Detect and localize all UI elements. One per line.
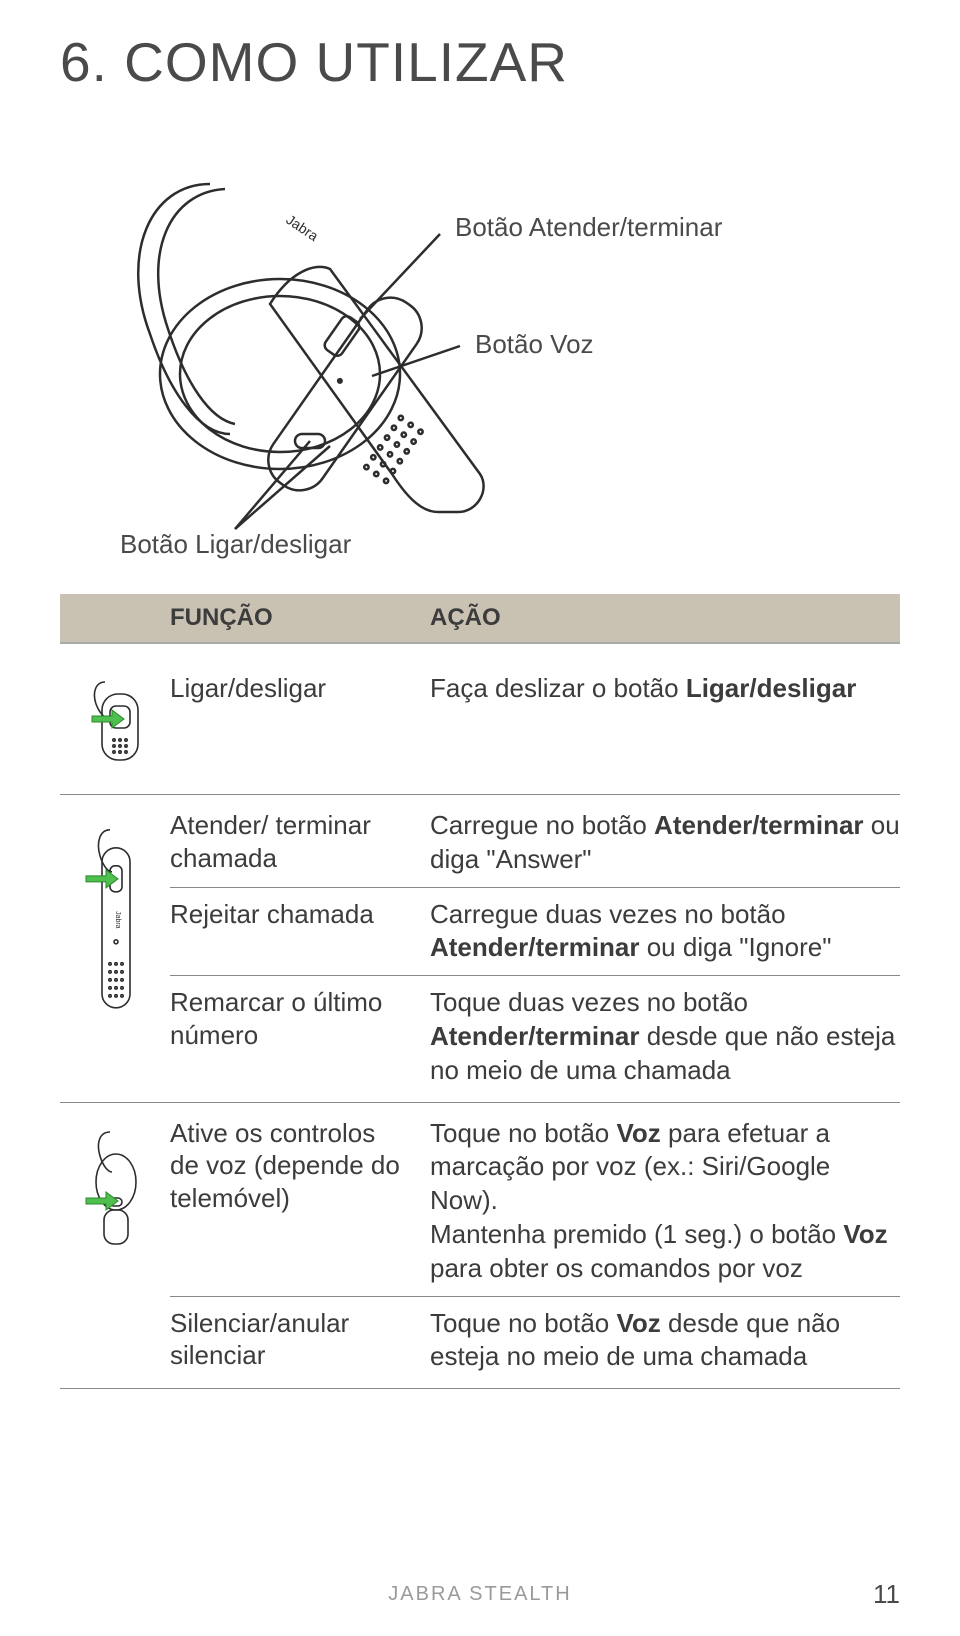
table-row: Ligar/desligar Faça deslizar o botão Lig… (60, 644, 900, 795)
table-subrow: Ative os controlos de voz (depende do te… (170, 1117, 900, 1297)
table-subrow: Remarcar o último número Toque duas veze… (170, 976, 900, 1087)
header-action: AÇÃO (430, 594, 900, 642)
svg-text:Jabra: Jabra (283, 211, 321, 244)
table-header: FUNÇÃO AÇÃO (60, 594, 900, 644)
callout-answer-end: Botão Atender/terminar (455, 212, 722, 243)
table-subrow: Rejeitar chamada Carregue duas vezes no … (170, 888, 900, 977)
voice-icon (80, 1121, 150, 1261)
header-function: FUNÇÃO (170, 594, 430, 642)
action-text: Carregue duas vezes no botão Atender/ter… (430, 898, 900, 966)
action-text: Faça deslizar o botão Ligar/desligar (430, 672, 900, 706)
action-text: Toque no botão Voz desde que não esteja … (430, 1307, 900, 1375)
function-label: Silenciar/anular silenciar (170, 1307, 430, 1375)
function-label: Ative os controlos de voz (depende do te… (170, 1117, 430, 1286)
action-text: Toque duas vezes no botão Atender/termin… (430, 986, 900, 1087)
table-subrow: Atender/ terminar chamada Carregue no bo… (170, 809, 900, 888)
action-text: Carregue no botão Atender/terminar ou di… (430, 809, 900, 877)
side-icon: Jabra (80, 813, 150, 1035)
function-label: Remarcar o último número (170, 986, 430, 1087)
product-diagram: Jabra Botão Atender/terminar Botão Voz B… (60, 134, 900, 564)
svg-text:Jabra: Jabra (114, 911, 121, 929)
table-row: Jabra Atender/ terminar chamada Carregue… (60, 795, 900, 1103)
footer-brand: JABRA STEALTH (0, 1583, 960, 1606)
function-label: Rejeitar chamada (170, 898, 430, 966)
callout-voice: Botão Voz (475, 329, 594, 360)
function-label: Atender/ terminar chamada (170, 809, 430, 877)
table-subrow: Silenciar/anular silenciar Toque no botã… (170, 1297, 900, 1375)
power-icon (80, 676, 150, 766)
page-title: 6. COMO UTILIZAR (60, 30, 900, 94)
callout-power: Botão Ligar/desligar (120, 529, 351, 560)
table-row: Ative os controlos de voz (depende do te… (60, 1103, 900, 1390)
page-number: 11 (873, 1579, 900, 1610)
action-text: Toque no botão Voz para efetuar a marcaç… (430, 1117, 900, 1286)
function-label: Ligar/desligar (170, 672, 430, 705)
